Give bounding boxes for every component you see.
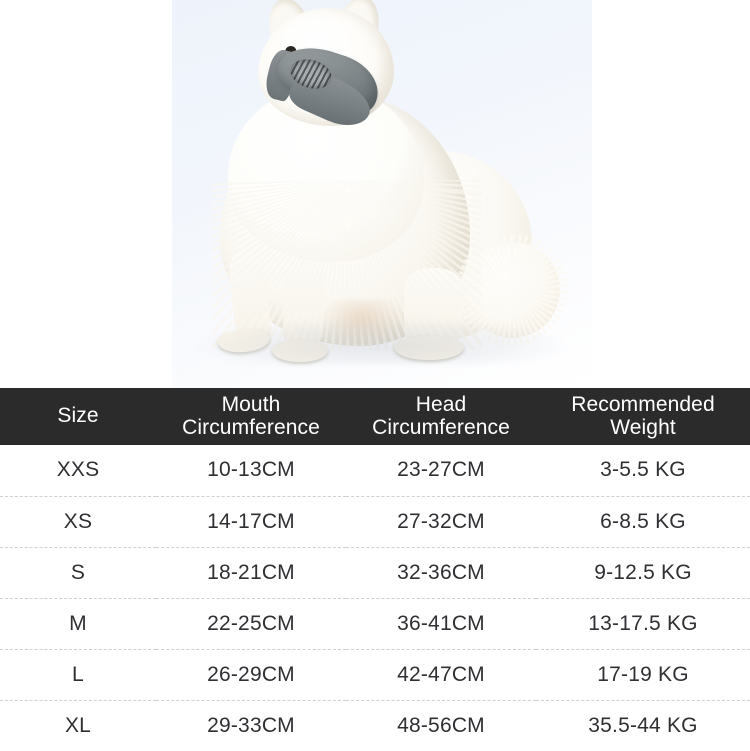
table-header: Size Mouth Circumference Head Circumfere… bbox=[0, 388, 750, 445]
cell-size: M bbox=[0, 598, 156, 650]
product-photo bbox=[172, 0, 592, 388]
cell-size: XL bbox=[64, 713, 92, 737]
column-header-head-line2: Circumference bbox=[372, 415, 510, 439]
cell-mouth: 26-29CM bbox=[156, 649, 346, 701]
column-header-recommended-weight: Recommended Weight bbox=[536, 388, 750, 445]
column-header-weight-line2: Weight bbox=[610, 415, 676, 439]
product-photo-area bbox=[172, 0, 592, 388]
cell-head: 42-47CM bbox=[346, 649, 536, 701]
cell-size: XXS bbox=[0, 445, 156, 497]
cell-weight: 17-19 KG bbox=[536, 649, 750, 701]
cell-weight: 35.5-44 KG bbox=[588, 713, 698, 737]
dog-fur-tint bbox=[322, 300, 402, 344]
cell-weight: 9-12.5 KG bbox=[536, 547, 750, 599]
cell-head: 36-41CM bbox=[346, 598, 536, 650]
floor-shadow bbox=[192, 318, 572, 364]
cell-head: 48-56CM bbox=[397, 713, 485, 737]
cell-head: 32-36CM bbox=[346, 547, 536, 599]
table-row: L 26-29CM 42-47CM 17-19 KG bbox=[0, 649, 750, 701]
cell-mouth: 14-17CM bbox=[156, 496, 346, 548]
cell-size: S bbox=[0, 547, 156, 599]
dog-paw-front-right bbox=[272, 340, 328, 362]
cell-mouth: 18-21CM bbox=[156, 547, 346, 599]
dog-paw-rear bbox=[394, 336, 464, 360]
cell-mouth: 29-33CM bbox=[207, 713, 295, 737]
table-body: XXS 10-13CM 23-27CM 3-5.5 KG XS 14-17CM … bbox=[0, 445, 750, 751]
cell-mouth: 22-25CM bbox=[156, 598, 346, 650]
column-header-size: Size bbox=[0, 388, 156, 445]
column-header-head-line1: Head bbox=[415, 393, 467, 417]
column-header-head-circumference: Head Circumference bbox=[346, 388, 536, 445]
table-row: M 22-25CM 36-41CM 13-17.5 KG bbox=[0, 598, 750, 650]
table-row: XL 29-33CM 48-56CM 35.5-44 KG bbox=[0, 700, 750, 751]
table-row: S 18-21CM 32-36CM 9-12.5 KG bbox=[0, 547, 750, 599]
column-header-weight-line1: Recommended bbox=[571, 393, 715, 417]
table-row: XXS 10-13CM 23-27CM 3-5.5 KG bbox=[0, 445, 750, 497]
column-header-mouth-circumference: Mouth Circumference bbox=[156, 388, 346, 445]
cell-weight: 6-8.5 KG bbox=[536, 496, 750, 548]
column-header-size-line1: Size bbox=[57, 404, 99, 428]
table-header-row: Size Mouth Circumference Head Circumfere… bbox=[0, 388, 750, 445]
cell-weight: 13-17.5 KG bbox=[536, 598, 750, 650]
column-header-mouth-line1: Mouth bbox=[221, 393, 281, 417]
cell-size: XS bbox=[0, 496, 156, 548]
cell-mouth: 10-13CM bbox=[156, 445, 346, 497]
column-header-mouth-line2: Circumference bbox=[182, 415, 320, 439]
cell-head: 27-32CM bbox=[346, 496, 536, 548]
dog-illustration bbox=[172, 0, 592, 388]
cell-head: 23-27CM bbox=[346, 445, 536, 497]
cell-weight: 3-5.5 KG bbox=[536, 445, 750, 497]
size-chart-table: Size Mouth Circumference Head Circumfere… bbox=[0, 388, 750, 751]
table-row: XS 14-17CM 27-32CM 6-8.5 KG bbox=[0, 496, 750, 548]
cell-size: L bbox=[0, 649, 156, 701]
